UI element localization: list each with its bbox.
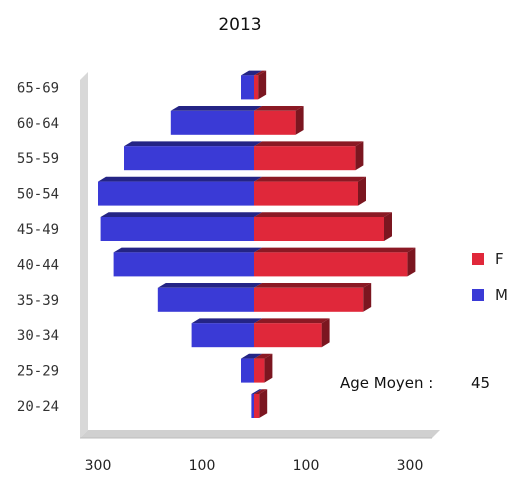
legend-label: F (495, 250, 504, 268)
bar-m-20-24 (251, 389, 262, 418)
bar-f-55-59 (254, 141, 364, 171)
y-tick-label: 45-49 (17, 222, 59, 238)
average-age-annotation: Age Moyen : 45 (340, 374, 490, 392)
bar-f-35-39 (254, 283, 372, 312)
legend-item-f: F (472, 250, 504, 268)
y-tick-label: 35-39 (17, 293, 59, 309)
x-tick-label: 300 (85, 458, 112, 474)
legend-item-m: M (472, 286, 508, 304)
bar-f-65-69 (254, 70, 267, 100)
legend-swatch (472, 253, 484, 265)
chart-bars (98, 70, 416, 418)
bar-m-60-64 (170, 106, 262, 135)
bar-m-65-69 (241, 70, 262, 100)
bar-m-40-44 (113, 247, 262, 277)
bar-m-55-59 (124, 141, 262, 171)
x-tick-label: 300 (397, 458, 424, 474)
chart-title: 2013 (218, 15, 261, 35)
bar-m-35-39 (157, 283, 262, 312)
average-age-value: 45 (471, 374, 490, 392)
bar-f-45-49 (254, 212, 392, 241)
x-axis-floor (80, 430, 440, 438)
x-axis-ticks: 300 100 100 300 (85, 458, 424, 474)
y-tick-label: 50-54 (17, 187, 59, 203)
x-tick-label: 100 (293, 458, 320, 474)
y-tick-label: 20-24 (17, 399, 59, 415)
average-age-label: Age Moyen : (340, 374, 433, 392)
x-tick-label: 100 (189, 458, 216, 474)
y-tick-label: 30-34 (17, 328, 59, 344)
legend-swatch (472, 289, 484, 301)
bar-f-20-24 (254, 389, 268, 418)
y-tick-label: 55-59 (17, 151, 59, 167)
bar-f-60-64 (254, 106, 304, 135)
bar-f-25-29 (254, 353, 273, 383)
chart-axes (80, 72, 440, 439)
bar-f-50-54 (254, 176, 366, 206)
y-tick-label: 40-44 (17, 257, 59, 273)
bar-m-25-29 (241, 353, 262, 383)
y-tick-label: 25-29 (17, 364, 59, 380)
bar-m-45-49 (100, 212, 262, 241)
bar-f-30-34 (254, 318, 330, 348)
y-axis-ticks: 20-24 25-29 30-34 35-39 40-44 45-49 50-54 55-59… (17, 80, 59, 415)
bar-m-50-54 (98, 176, 262, 206)
legend-label: M (495, 286, 508, 304)
bar-f-40-44 (254, 247, 416, 277)
bar-m-30-34 (191, 318, 262, 348)
y-tick-label: 65-69 (17, 80, 59, 96)
chart-legend: FM (472, 250, 508, 304)
y-tick-label: 60-64 (17, 116, 59, 132)
y-axis-wall (80, 72, 88, 438)
